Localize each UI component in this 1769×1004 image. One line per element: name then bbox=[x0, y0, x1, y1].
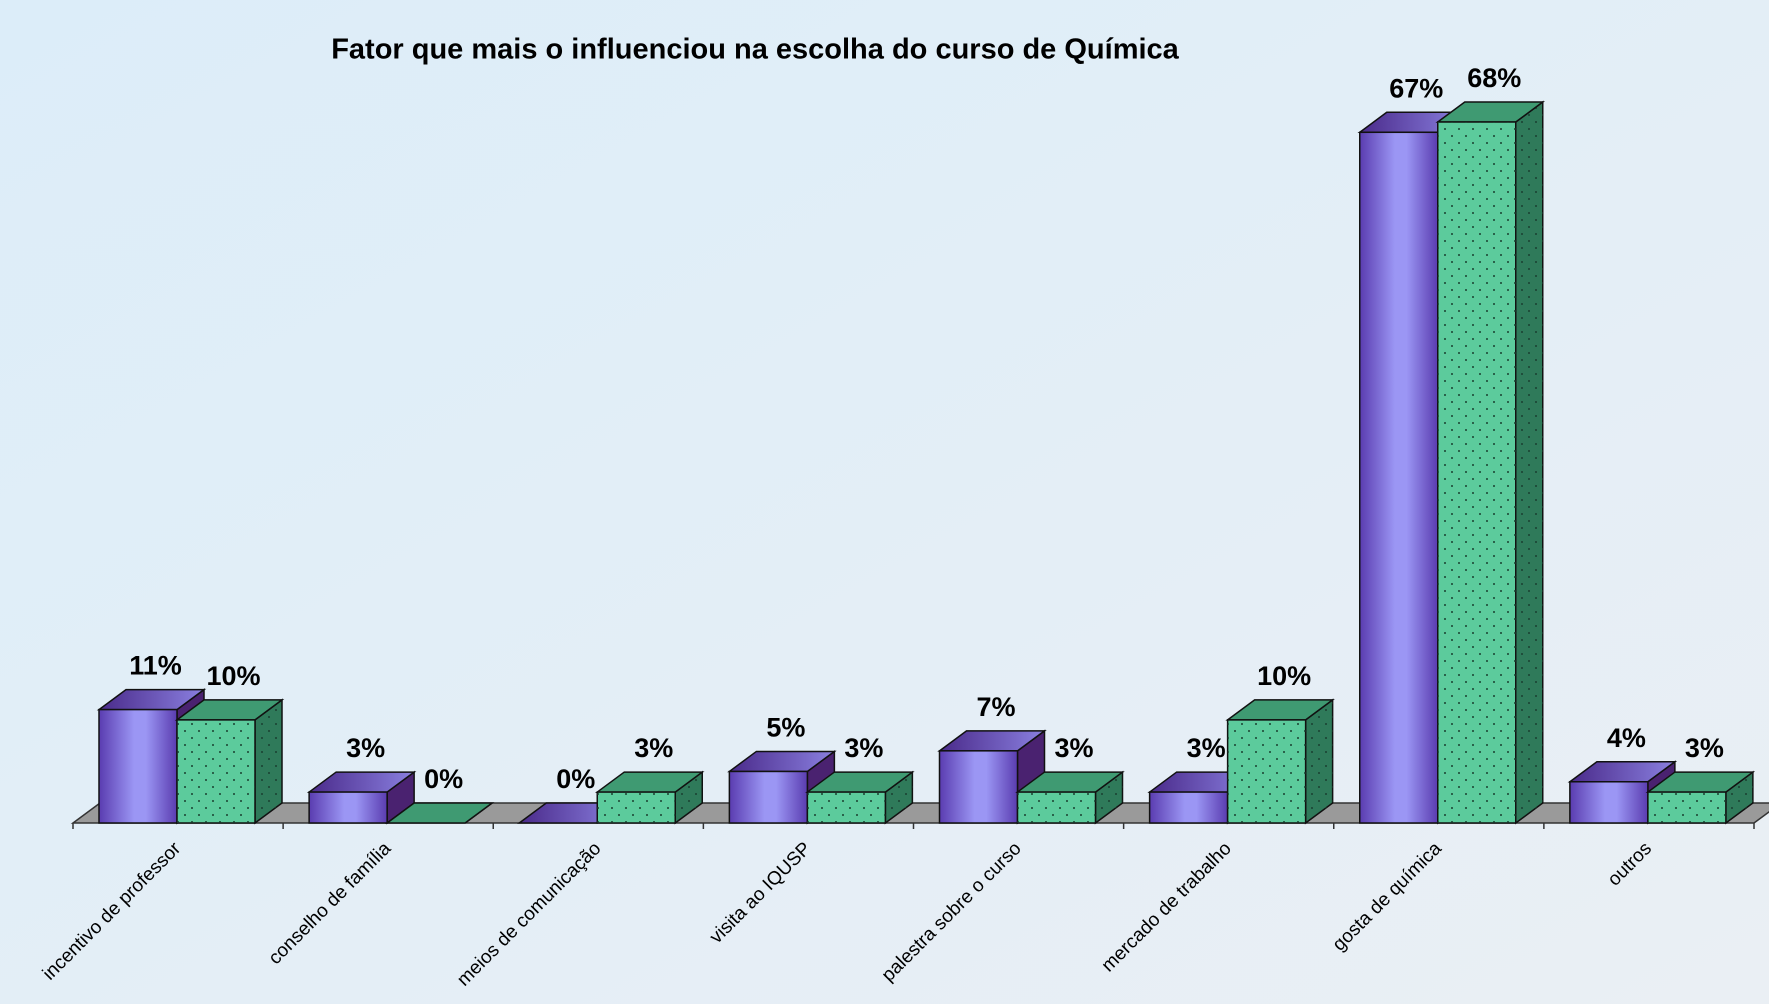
value-label: 10% bbox=[206, 661, 260, 691]
bar-side-texture bbox=[885, 772, 913, 823]
value-label: 3% bbox=[1054, 733, 1093, 763]
bar-texture bbox=[1017, 792, 1096, 823]
bar-side-texture bbox=[1515, 102, 1543, 823]
bar-texture bbox=[1647, 792, 1726, 823]
bar-side-texture bbox=[255, 699, 282, 823]
bar-texture bbox=[597, 792, 676, 823]
value-label: 4% bbox=[1607, 723, 1646, 753]
bar bbox=[308, 791, 388, 824]
value-label: 10% bbox=[1257, 661, 1311, 691]
bar bbox=[98, 708, 178, 824]
value-label: 3% bbox=[346, 733, 385, 763]
bar bbox=[1569, 781, 1649, 824]
bar-texture bbox=[177, 719, 255, 823]
chart-title: Fator que mais o influenciou na escolha … bbox=[331, 34, 1179, 66]
bar bbox=[938, 750, 1019, 824]
value-label: 0% bbox=[424, 764, 463, 794]
value-label: 11% bbox=[129, 651, 182, 681]
bar-side-texture bbox=[1095, 772, 1123, 823]
bar bbox=[728, 770, 809, 824]
value-label: 67% bbox=[1389, 73, 1443, 103]
value-label: 3% bbox=[1685, 733, 1724, 763]
value-label: 3% bbox=[1187, 733, 1226, 763]
bar-texture bbox=[1437, 122, 1516, 823]
value-label: 3% bbox=[844, 733, 883, 763]
bar bbox=[1148, 791, 1229, 824]
value-label: 68% bbox=[1467, 63, 1521, 93]
value-label: 0% bbox=[556, 764, 595, 794]
bar-side-texture bbox=[1725, 772, 1753, 823]
bar-texture bbox=[1227, 719, 1306, 823]
bar-side-texture bbox=[1305, 699, 1333, 823]
value-label: 3% bbox=[634, 733, 673, 763]
bar-texture bbox=[807, 792, 886, 823]
bar bbox=[1359, 131, 1439, 824]
value-label: 5% bbox=[766, 713, 805, 743]
value-label: 7% bbox=[976, 692, 1015, 722]
bar-side-texture bbox=[675, 772, 703, 823]
bar-top bbox=[384, 802, 495, 824]
